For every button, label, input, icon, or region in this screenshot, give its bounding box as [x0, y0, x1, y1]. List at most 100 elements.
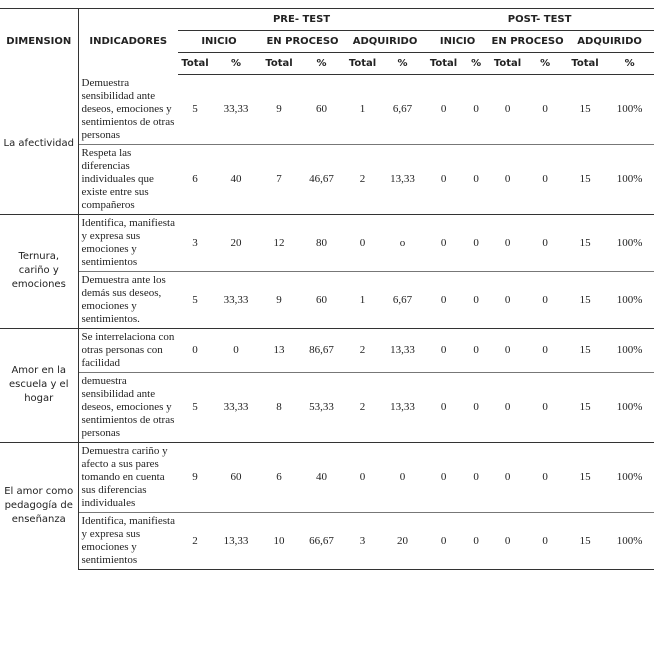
value-cell: 0 [525, 441, 566, 512]
level-header: ADQUIRIDO [345, 30, 426, 53]
value-cell: 15 [565, 441, 606, 512]
value-cell: 9 [260, 270, 298, 328]
value-cell: 33,33 [212, 270, 260, 328]
value-cell: 0 [345, 213, 380, 271]
value-cell: 2 [345, 371, 380, 442]
indicator-cell: Se interrelaciona con otras personas con… [78, 327, 178, 372]
sub-header: % [525, 52, 566, 75]
value-cell: 15 [565, 270, 606, 328]
value-cell: 6 [260, 441, 298, 512]
value-cell: 100% [616, 103, 643, 116]
level-header: INICIO [178, 30, 260, 53]
value-cell: 2 [178, 511, 212, 570]
table-body: La afectividad Demuestra sensibilidad ant… [0, 74, 654, 570]
sub-header: % [380, 52, 426, 75]
value-cell: 5 [178, 270, 212, 328]
value-cell: 0 [525, 143, 566, 214]
value-cell: 15 [565, 327, 606, 372]
sub-header: Total [565, 52, 606, 75]
value-cell: 15 [565, 143, 606, 214]
table-row: demuestra sensibilidad ante deseos, emoc… [0, 371, 654, 442]
table-row: La afectividad Demuestra sensibilidad ant… [0, 74, 654, 214]
indicator-cell: Identifica, manifiesta y expresa sus emo… [78, 213, 178, 271]
value-cell: 12 [260, 213, 298, 271]
sub-header: % [212, 52, 260, 75]
table-row: El amor como pedagogía de enseñanza Demue… [0, 441, 654, 569]
value-cell: 0 [490, 143, 526, 214]
value-cell: 86,67 [298, 327, 345, 372]
indicator-cell: Respeta las diferencias individuales que… [78, 143, 178, 214]
value-cell: 15 [565, 511, 606, 570]
value-cell: 0 [425, 213, 463, 271]
value-cell: 0 [425, 511, 463, 570]
sub-header: Total [425, 52, 463, 75]
dimension-header: DIMENSION [0, 8, 79, 75]
value-cell: 0 [525, 511, 566, 570]
value-cell: 0 [542, 103, 548, 116]
sub-header: % [462, 52, 491, 75]
value-cell: 0 [425, 327, 463, 372]
value-cell: 13,33 [380, 371, 426, 442]
value-cell: 20 [212, 213, 260, 271]
value-cell: 13,33 [380, 143, 426, 214]
value-cell: 33,33 [223, 103, 249, 116]
value-cell: 0 [462, 371, 491, 442]
value-cell: 0 [178, 327, 212, 372]
sub-header: Total [260, 52, 298, 75]
indicator-cell: Demuestra sensibilidad ante deseos, emoc… [81, 76, 175, 141]
table-row: Ternura, cariño y emociones Identifica, m… [0, 213, 654, 328]
sub-header: Total [178, 52, 212, 75]
value-cell: 0 [473, 103, 479, 116]
sub-header: Total [345, 52, 380, 75]
value-cell: 100% [605, 371, 654, 442]
level-header: EN PROCESO [260, 30, 345, 53]
indicators-header: INDICADORES [78, 8, 178, 75]
value-cell: 1 [345, 270, 380, 328]
group-header: PRE- TEST [178, 8, 426, 31]
level-header: INICIO [425, 30, 491, 53]
sub-header: % [298, 52, 345, 75]
value-cell: 0 [440, 103, 447, 116]
value-cell: 0 [490, 441, 526, 512]
value-cell: 9 [178, 441, 212, 512]
value-cell: 66,67 [298, 511, 345, 570]
value-cell: 0 [490, 270, 526, 328]
indicator-cell: demuestra sensibilidad ante deseos, emoc… [78, 371, 178, 442]
value-cell: 0 [380, 441, 426, 512]
value-cell: 40 [212, 143, 260, 214]
results-table: DIMENSION INDICADORES PRE- TEST POST- TE… [0, 8, 654, 570]
value-cell: 0 [504, 103, 511, 116]
indicator-cell: Identifica, manifiesta y expresa sus emo… [78, 511, 178, 570]
group-header: POST- TEST [425, 8, 654, 31]
table-row: Identifica, manifiesta y expresa sus emo… [0, 511, 654, 570]
value-cell: 3 [345, 511, 380, 570]
value-cell: 13 [260, 327, 298, 372]
value-cell: 2 [345, 143, 380, 214]
value-cell: 10 [260, 511, 298, 570]
value-cell: 0 [462, 327, 491, 372]
value-cell: 15 [565, 371, 606, 442]
sub-header: Total [490, 52, 526, 75]
sub-header: % [605, 52, 654, 75]
dimension-cell: El amor como pedagogía de enseñanza [0, 441, 79, 569]
value-cell: 0 [525, 270, 566, 328]
value-cell: 100% [605, 511, 654, 570]
value-cell: 6 [178, 143, 212, 214]
table-row: Respeta las diferencias individuales que… [0, 143, 654, 214]
value-cell: 5 [192, 103, 198, 116]
value-cell: 0 [462, 213, 491, 271]
dimension-cell: Ternura, cariño y emociones [0, 213, 79, 328]
value-cell: 0 [425, 270, 463, 328]
table-row: Demuestra ante los demás sus deseos, emo… [0, 270, 654, 328]
value-cell: 0 [462, 143, 491, 214]
value-cell: 0 [425, 441, 463, 512]
value-cell: 0 [525, 213, 566, 271]
level-header: ADQUIRIDO [565, 30, 654, 53]
dimension-cell: La afectividad [0, 74, 79, 214]
value-cell: 33,33 [212, 371, 260, 442]
page: DIMENSION INDICADORES PRE- TEST POST- TE… [0, 8, 654, 646]
value-cell: 0 [490, 371, 526, 442]
value-cell: o [380, 213, 426, 271]
value-cell: 13,33 [380, 327, 426, 372]
value-cell: 1 [359, 103, 366, 116]
